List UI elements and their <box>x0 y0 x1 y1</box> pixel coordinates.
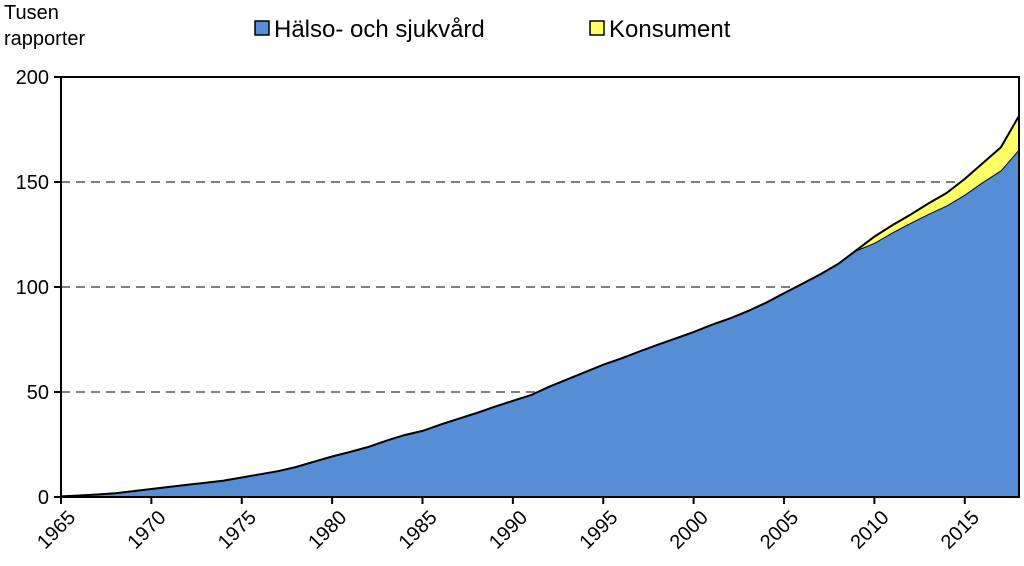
x-tick-label-2015: 2015 <box>937 507 984 554</box>
y-tick-label-100: 100 <box>16 277 49 299</box>
y-tick-label-150: 150 <box>16 172 49 194</box>
area-series <box>60 115 1020 498</box>
x-tick-label-2005: 2005 <box>756 507 803 554</box>
legend-label-1: Hälso- och sjukvård <box>274 16 485 43</box>
y-axis-ticks: 0 50 100 150 200 <box>16 67 61 509</box>
x-tick-label-1975: 1975 <box>214 507 261 554</box>
x-tick-label-1970: 1970 <box>124 507 171 554</box>
legend-label-2: Konsument <box>609 16 731 43</box>
y-tick-label-50: 50 <box>27 382 49 404</box>
x-tick-label-2010: 2010 <box>847 507 894 554</box>
x-axis-ticks: 1965 1970 1975 1980 1985 1990 1995 2000 2005 2010… <box>33 497 984 554</box>
x-tick-label-1985: 1985 <box>395 507 442 554</box>
x-tick-label-2000: 2000 <box>666 507 713 554</box>
y-axis-label-line-2: rapporter <box>4 28 85 50</box>
area-outline-series-2 <box>855 115 1020 252</box>
legend-swatch-1 <box>254 20 270 36</box>
x-tick-label-1965: 1965 <box>33 507 80 554</box>
y-tick-label-0: 0 <box>38 487 49 509</box>
x-tick-label-1980: 1980 <box>304 507 351 554</box>
x-tick-label-1990: 1990 <box>485 507 532 554</box>
y-tick-label-200: 200 <box>16 67 49 89</box>
legend: Hälso- och sjukvård Konsument <box>254 16 731 43</box>
legend-swatch-2 <box>589 20 605 36</box>
area-series-1 <box>61 149 1019 497</box>
x-tick-label-1995: 1995 <box>575 507 622 554</box>
y-axis-label-line-1: Tusen <box>4 2 59 24</box>
